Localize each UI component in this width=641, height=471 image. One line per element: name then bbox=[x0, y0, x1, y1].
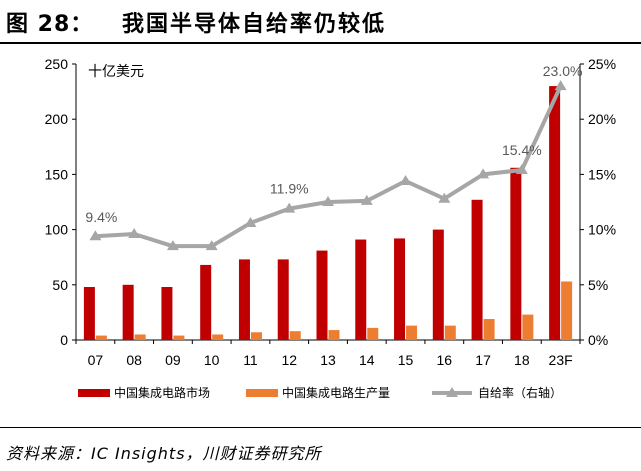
figure-title: 我国半导体自给率仍较低 bbox=[122, 12, 387, 37]
x-tick-label: 23F bbox=[549, 352, 573, 368]
x-tick-label: 17 bbox=[475, 352, 491, 368]
left-tick-label: 200 bbox=[45, 111, 69, 127]
ratio-point bbox=[128, 228, 141, 239]
legend-swatch-production bbox=[246, 389, 278, 397]
right-tick-label: 0% bbox=[588, 332, 608, 348]
x-tick-label: 16 bbox=[437, 352, 453, 368]
legend-label-production: 中国集成电路生产量 bbox=[282, 385, 390, 400]
ratio-line bbox=[95, 85, 563, 249]
chart: 0 50 100 150 200 250 0% 5% 10% 15% 20% 25% 十亿美元 07 08 0… bbox=[45, 56, 616, 400]
legend-swatch-market bbox=[78, 389, 110, 397]
figure-label: 图 28： bbox=[6, 12, 94, 37]
market-bar bbox=[161, 287, 173, 340]
right-tick-label: 25% bbox=[588, 56, 616, 72]
ratio-point bbox=[554, 80, 567, 91]
production-bar bbox=[95, 335, 107, 340]
production-bar bbox=[561, 281, 573, 340]
production-bar bbox=[173, 335, 185, 340]
ratio-data-label: 9.4% bbox=[85, 209, 117, 225]
x-tick-label: 07 bbox=[88, 352, 104, 368]
production-bar bbox=[444, 325, 456, 340]
legend-label-market: 中国集成电路市场 bbox=[114, 385, 210, 400]
x-tick-label: 12 bbox=[281, 352, 297, 368]
left-tick-label: 50 bbox=[52, 277, 68, 293]
legend-label-ratio: 自给率（右轴） bbox=[478, 385, 562, 400]
right-tick-label: 15% bbox=[588, 166, 616, 182]
x-tick-label: 15 bbox=[398, 352, 414, 368]
source-footer: 资料来源：IC Insights，川财证券研究所 bbox=[0, 427, 641, 471]
source-note: 资料来源：IC Insights，川财证券研究所 bbox=[6, 444, 322, 463]
x-tick-label: 09 bbox=[165, 352, 181, 368]
market-bar bbox=[316, 250, 328, 340]
left-tick-label: 100 bbox=[45, 222, 69, 238]
production-bar bbox=[328, 330, 340, 340]
market-bar bbox=[471, 199, 483, 340]
x-tick-label: 10 bbox=[204, 352, 220, 368]
market-bar bbox=[355, 239, 367, 340]
ratio-point bbox=[477, 168, 490, 179]
ratio-point bbox=[205, 240, 218, 251]
production-bar bbox=[134, 334, 146, 340]
production-bar bbox=[289, 331, 301, 340]
figure-header: 图 28： 我国半导体自给率仍较低 bbox=[0, 0, 641, 44]
left-tick-label: 250 bbox=[45, 56, 69, 72]
ratio-point bbox=[166, 240, 179, 251]
market-bar bbox=[200, 264, 212, 340]
ratio-point bbox=[89, 230, 102, 241]
ratio-data-label: 11.9% bbox=[270, 181, 309, 197]
unit-label: 十亿美元 bbox=[88, 64, 144, 80]
production-bar bbox=[522, 314, 534, 340]
ratio-point bbox=[244, 216, 257, 227]
right-tick-label: 10% bbox=[588, 222, 616, 238]
production-bar bbox=[367, 327, 379, 340]
market-bar bbox=[549, 86, 561, 340]
market-bar bbox=[122, 284, 134, 340]
production-bar bbox=[406, 325, 418, 340]
market-bar bbox=[277, 259, 289, 340]
market-bar bbox=[510, 167, 522, 340]
right-tick-label: 20% bbox=[588, 111, 616, 127]
x-tick-label: 18 bbox=[514, 352, 530, 368]
legend-swatch-ratio-marker bbox=[446, 387, 458, 397]
ratio-data-label: 23.0% bbox=[543, 63, 583, 79]
market-bar bbox=[83, 287, 95, 340]
x-tick-label: 14 bbox=[359, 352, 375, 368]
production-bar bbox=[212, 334, 224, 340]
left-tick-label: 0 bbox=[60, 332, 68, 348]
production-bar bbox=[483, 319, 495, 340]
market-bar bbox=[394, 238, 406, 340]
x-tick-label: 13 bbox=[320, 352, 336, 368]
ratio-point bbox=[438, 192, 451, 203]
ratio-point bbox=[283, 202, 296, 213]
x-tick-label: 11 bbox=[243, 352, 258, 368]
ratio-point bbox=[399, 175, 412, 186]
ratio-point bbox=[515, 163, 528, 174]
ratio-data-label: 15.4% bbox=[502, 142, 542, 158]
market-bar bbox=[432, 229, 444, 340]
production-bar bbox=[250, 332, 262, 340]
ratio-point bbox=[360, 194, 373, 205]
ratio-point bbox=[322, 196, 334, 206]
right-tick-label: 5% bbox=[588, 277, 608, 293]
x-tick-label: 08 bbox=[126, 352, 142, 368]
market-bar bbox=[238, 259, 250, 340]
left-tick-label: 150 bbox=[45, 166, 69, 182]
